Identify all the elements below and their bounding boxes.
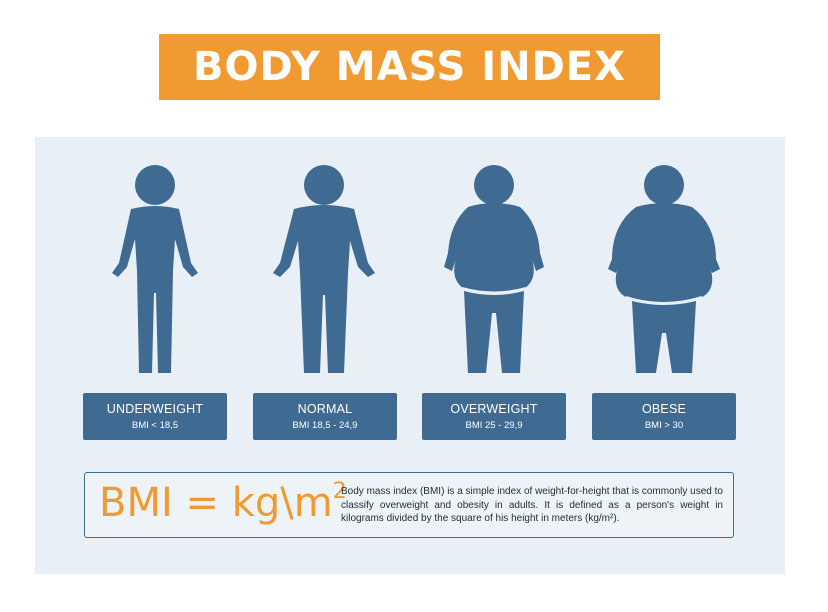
category-underweight: UNDERWEIGHT BMI < 18,5 — [83, 393, 227, 440]
category-name: NORMAL — [297, 402, 353, 416]
category-overweight: OVERWEIGHT BMI 25 - 29,9 — [422, 393, 566, 440]
category-name: OBESE — [641, 402, 687, 416]
category-name: OVERWEIGHT — [450, 402, 538, 416]
underweight-figure-icon — [95, 163, 215, 375]
normal-figure-icon — [264, 163, 384, 375]
obese-figure-icon — [604, 163, 724, 375]
title-banner: BODY MASS INDEX — [159, 34, 660, 100]
formula-text: BMI = kg\m — [99, 480, 333, 526]
category-range: BMI 25 - 29,9 — [465, 420, 523, 431]
bmi-description: Body mass index (BMI) is a simple index … — [341, 486, 723, 524]
formula-exponent: 2 — [332, 479, 347, 504]
formula-box: BMI = kg\m2 Body mass index (BMI) is a s… — [84, 472, 734, 538]
overweight-figure-icon — [434, 163, 554, 375]
category-range: BMI 18,5 - 24,9 — [292, 420, 358, 431]
category-name: UNDERWEIGHT — [106, 402, 204, 416]
category-range: BMI < 18,5 — [131, 420, 179, 431]
category-range: BMI > 30 — [644, 420, 684, 431]
category-obese: OBESE BMI > 30 — [592, 393, 736, 440]
page-title: BODY MASS INDEX — [193, 44, 626, 90]
category-normal: NORMAL BMI 18,5 - 24,9 — [253, 393, 397, 440]
bmi-formula: BMI = kg\m2 — [99, 479, 347, 526]
